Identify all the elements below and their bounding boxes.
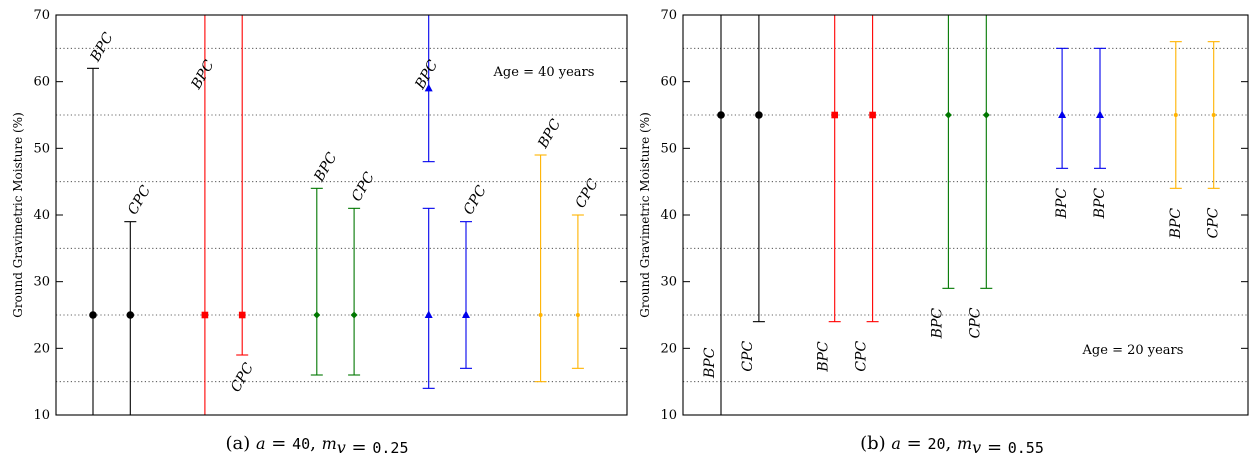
data-point [424, 83, 433, 92]
bar-label: CPC [967, 307, 983, 338]
series-1: BPC CPC [87, 30, 154, 415]
series-5: BPC CPC [534, 116, 602, 383]
y-tick-label: 30 [660, 275, 677, 290]
data-point [831, 111, 838, 119]
series-2: BPC CPC [188, 15, 257, 415]
data-point [869, 111, 876, 119]
error-bar: BPC [929, 15, 955, 340]
bar-label: BPC [1168, 208, 1184, 240]
data-point [313, 311, 321, 319]
error-bar: CPC [348, 169, 378, 376]
bar-label: CPC [125, 183, 154, 218]
series-3: BPC CPC [310, 150, 378, 376]
bar-label: BPC [1092, 188, 1108, 220]
data-point [126, 311, 135, 319]
data-point [238, 311, 246, 319]
y-tick-label: 30 [33, 275, 50, 290]
y-tick-label: 50 [660, 141, 677, 156]
error-bar: CPC [1206, 41, 1222, 238]
y-axis-title: Ground Gravimetric Moisture (%) [638, 112, 652, 317]
bar-label: BPC [311, 150, 341, 185]
data-point [944, 111, 952, 119]
error-bar: BPC [702, 15, 725, 415]
error-bar: BPC [1092, 47, 1108, 220]
data-point [982, 111, 990, 119]
y-axis-title: Ground Gravimetric Moisture (%) [11, 112, 25, 317]
data-point [350, 311, 358, 319]
y-tick-label: 50 [33, 141, 50, 156]
data-point [1058, 110, 1067, 118]
panel-b: 10 20 30 40 50 60 70 Ground Gravimetric Moistur… [638, 8, 1249, 458]
data-point [462, 310, 470, 318]
data-point [538, 313, 543, 317]
bar-label: CPC [1206, 207, 1222, 238]
series-5: BPC CPC [1168, 41, 1222, 240]
error-bar [422, 207, 435, 389]
bar-label: BPC [535, 116, 565, 151]
error-bar: BPC [188, 15, 218, 415]
data-point [1211, 113, 1216, 117]
error-bar: CPC [571, 176, 602, 369]
bar-label: CPC [461, 183, 490, 218]
error-bar: BPC [534, 116, 565, 383]
panel-a: 10 20 30 40 50 60 70 Ground Gravimetric Moistur… [11, 8, 628, 458]
bar-label: BPC [929, 308, 945, 340]
y-tick-label: 40 [660, 208, 677, 223]
error-bar: CPC [740, 15, 765, 372]
y-tick-label: 20 [33, 341, 50, 356]
bar-label: BPC [188, 57, 218, 92]
error-bar: CPC [228, 15, 257, 395]
data-point [575, 313, 580, 317]
bar-label: CPC [228, 360, 257, 395]
error-bar: CPC [967, 15, 993, 338]
series-1: BPC CPC [702, 15, 765, 415]
error-bar: BPC [1168, 41, 1184, 240]
y-tick-label: 60 [660, 75, 677, 90]
series-2: BPC CPC [816, 15, 879, 373]
series-4: BPC BPC [1054, 47, 1108, 220]
bar-label: BPC [816, 341, 832, 373]
y-tick-label: 40 [33, 208, 50, 223]
y-tick-label: 60 [33, 75, 50, 90]
y-tick-label: 70 [33, 8, 50, 23]
error-bar: BPC [310, 150, 341, 376]
y-tick-label: 20 [660, 341, 677, 356]
error-bar: BPC [816, 15, 841, 373]
data-point [424, 310, 433, 318]
y-tick-label: 70 [660, 8, 677, 23]
data-point [89, 311, 97, 319]
error-bar: CPC [460, 183, 490, 369]
bar-label: CPC [854, 341, 870, 372]
bar-label: BPC [702, 347, 718, 379]
plot-frame [55, 14, 628, 416]
data-point [717, 111, 725, 119]
panel-caption: (b) a = 20, mv = 0.55 [860, 433, 1044, 458]
bar-label: BPC [87, 30, 117, 65]
y-tick-label: 10 [660, 408, 677, 423]
series-4: BPC CPC [412, 15, 490, 389]
data-point [201, 311, 209, 319]
error-bar: BPC [1054, 47, 1070, 220]
error-bar: CPC [124, 183, 154, 415]
panel-caption: (a) a = 40, mv = 0.25 [226, 433, 409, 458]
bar-label: CPC [349, 169, 378, 204]
bar-label: CPC [573, 176, 602, 211]
data-point [1173, 113, 1178, 117]
data-point [1096, 110, 1104, 118]
series-3: BPC CPC [929, 15, 993, 340]
age-annotation: Age = 20 years [1082, 343, 1184, 358]
error-bar: CPC [854, 15, 879, 372]
y-tick-label: 10 [33, 408, 50, 423]
error-bar: BPC [412, 15, 442, 163]
bar-label: CPC [740, 341, 756, 372]
bar-label: BPC [1054, 188, 1070, 220]
data-point [755, 111, 763, 119]
plot-frame [682, 14, 1249, 416]
age-annotation: Age = 40 years [493, 65, 595, 80]
bar-label: BPC [412, 57, 442, 92]
error-bar: BPC [87, 30, 117, 415]
